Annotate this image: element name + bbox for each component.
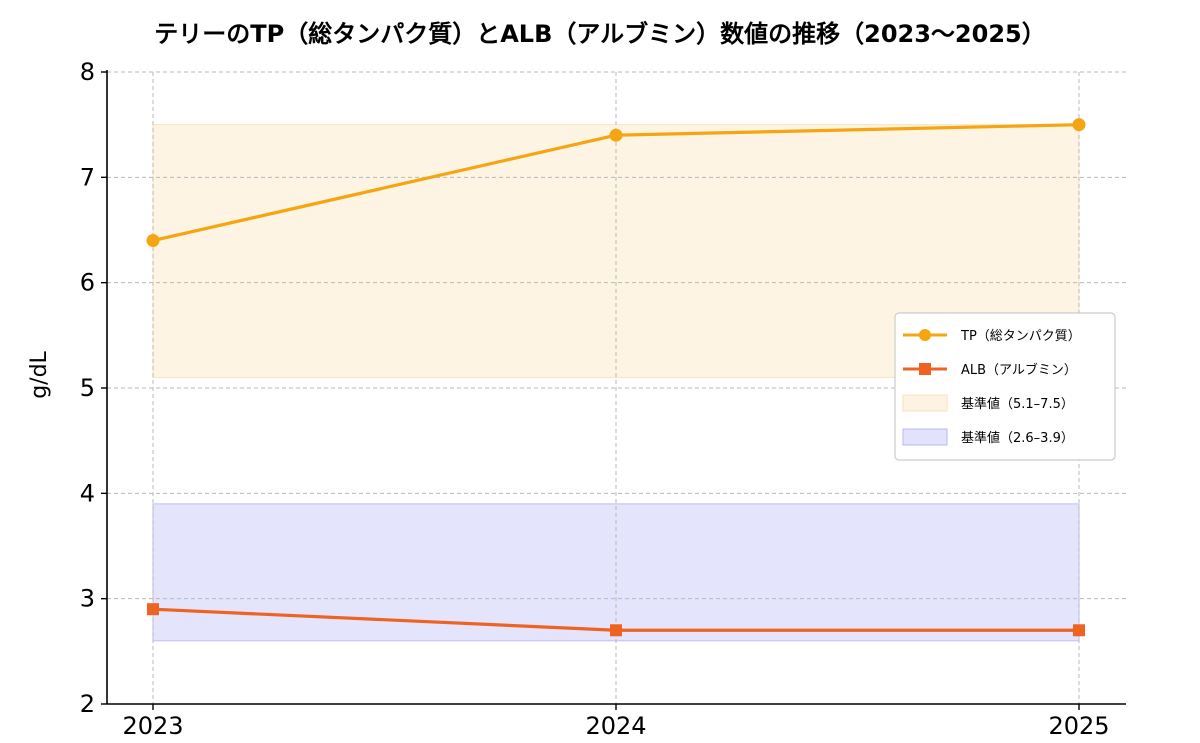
chart-title: テリーのTP（総タンパク質）とALB（アルブミン）数値の推移（2023〜2025…	[154, 20, 1045, 48]
legend-swatch-band-2	[902, 428, 948, 446]
data-point-tp	[609, 128, 623, 142]
x-tick-label: 2023	[122, 712, 183, 740]
x-tick-label: 2025	[1048, 712, 1109, 740]
legend-box	[894, 312, 1116, 461]
data-point-tp	[1072, 118, 1086, 132]
legend-marker-tp	[919, 329, 931, 341]
data-point-alb	[147, 603, 159, 616]
legend-label-band-2: 基準値（2.6–3.9）	[961, 430, 1074, 446]
y-tick-label: 3	[80, 585, 95, 613]
x-tick-label: 2024	[585, 712, 646, 740]
plot-area: 2 3 4 5 6 7 8 2023 2024 2025	[80, 58, 1126, 740]
legend-label-2: ALB（アルブミン）	[961, 362, 1077, 378]
data-point-alb	[610, 624, 622, 637]
legend-marker-alb	[919, 363, 931, 375]
data-point-alb	[1073, 624, 1085, 637]
y-tick-label: 7	[80, 163, 95, 191]
legend-label-band-1: 基準値（5.1–7.5）	[961, 396, 1074, 412]
data-point-tp	[146, 234, 160, 248]
y-tick-label: 6	[80, 269, 95, 297]
legend: TP（総タンパク質） ALB（アルブミン） 基準値（5.1–7.5） 基準値（2.6–…	[894, 312, 1116, 461]
y-tick-label: 8	[80, 58, 95, 86]
y-tick-label: 5	[80, 374, 95, 402]
y-tick-label: 2	[80, 690, 95, 718]
y-axis-label: g/dL	[27, 350, 52, 398]
legend-label-1: TP（総タンパク質）	[960, 329, 1081, 344]
y-tick-label: 4	[80, 479, 95, 507]
legend-swatch-band-1	[902, 394, 948, 412]
